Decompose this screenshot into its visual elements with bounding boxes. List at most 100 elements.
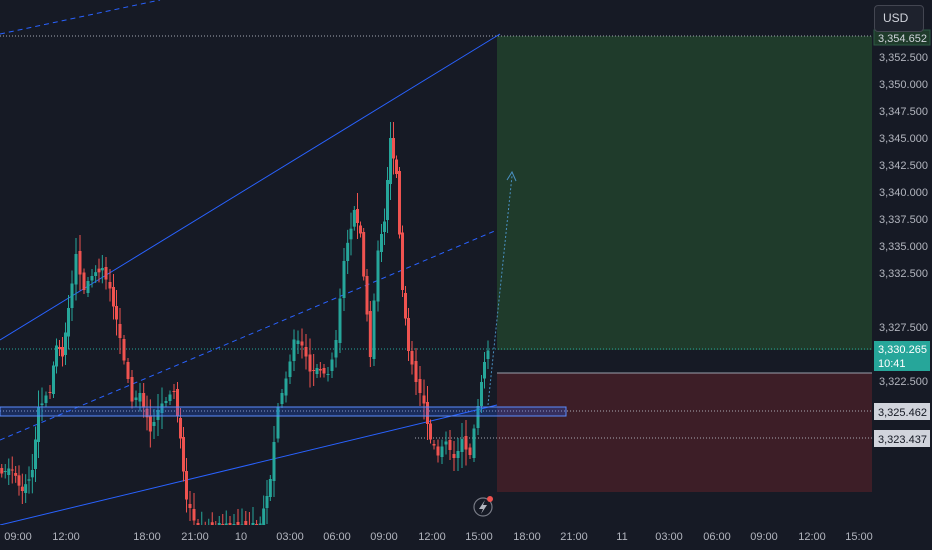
price-tick-label: 3,350.000 — [879, 79, 928, 91]
candle-body — [55, 345, 58, 367]
time-tick-label: 18:00 — [133, 531, 161, 543]
candle-body — [224, 523, 228, 525]
candle-body — [258, 523, 262, 525]
price-tag-top-text: 3,354.652 — [878, 33, 927, 45]
candle-body — [304, 347, 308, 357]
time-tick-label: 09:00 — [4, 531, 32, 543]
time-tick-label: 09:00 — [750, 531, 778, 543]
candle-body — [156, 410, 160, 420]
candle-body — [368, 311, 372, 357]
candle-body — [172, 391, 176, 392]
price-tag-level-1: 3,325.462 — [874, 403, 930, 420]
candle-body — [24, 484, 28, 493]
candle-body — [359, 225, 362, 234]
candle-body — [483, 362, 486, 379]
candle-body — [315, 368, 319, 374]
candle-body — [395, 159, 398, 174]
candle-body — [472, 428, 476, 458]
candle-body — [118, 324, 122, 338]
candle-body — [168, 394, 172, 401]
time-tick-label: 21:00 — [560, 531, 588, 543]
candle-body — [108, 282, 112, 289]
candle-body — [410, 351, 414, 365]
candle-body — [401, 232, 404, 290]
profit-zone[interactable] — [497, 36, 872, 350]
candle-body — [389, 138, 392, 184]
candle-body — [262, 508, 266, 525]
candle-body — [217, 523, 221, 525]
lightning-event-icon[interactable] — [473, 496, 493, 517]
price-axis-labels: 3,352.500 3,350.000 3,347.500 3,345.000 3,34… — [879, 52, 928, 442]
price-tick-label: 3,322.500 — [879, 376, 928, 388]
candle-body — [185, 471, 188, 500]
candle-body — [426, 402, 429, 424]
candle-body — [268, 479, 272, 497]
time-axis[interactable] — [0, 525, 872, 550]
candle-body — [126, 362, 130, 379]
price-tick-label: 3,327.500 — [879, 322, 928, 334]
time-tick-label: 12:00 — [52, 531, 80, 543]
candle-body — [10, 469, 14, 471]
candle-body — [300, 341, 304, 346]
candle-body — [407, 318, 410, 351]
candle-body — [486, 350, 490, 359]
candle-body — [456, 451, 460, 458]
price-tag-level-1-text: 3,325.462 — [878, 407, 927, 419]
candle-body — [464, 436, 468, 450]
candle-body — [346, 242, 350, 261]
candle-body — [122, 339, 126, 361]
candle-body — [448, 440, 452, 450]
candle-body — [414, 361, 418, 382]
candle-body — [138, 393, 142, 402]
candle-body — [312, 370, 316, 371]
candle-body — [17, 475, 21, 486]
candle-body — [251, 523, 255, 525]
candle-body — [334, 340, 338, 358]
candle-body — [20, 486, 24, 491]
candle-body — [115, 306, 118, 320]
support-zone-rect[interactable] — [0, 406, 567, 417]
candle-body — [145, 408, 149, 418]
candle-body — [392, 138, 395, 159]
candle-body — [134, 397, 138, 400]
candle-body — [14, 473, 18, 476]
time-tick-label: 06:00 — [703, 531, 731, 543]
candle-body — [182, 437, 185, 472]
candle-body — [265, 496, 269, 508]
price-tag-last: 3,330.265 10:41 — [874, 341, 930, 371]
candle-body — [104, 267, 108, 280]
candle-body — [308, 354, 312, 372]
candle-body — [160, 403, 164, 413]
candle-body — [192, 509, 196, 521]
candle-body — [3, 471, 7, 472]
price-tick-label: 3,332.500 — [879, 268, 928, 280]
candle-body — [429, 423, 432, 440]
channel-outer-line[interactable] — [0, 0, 161, 35]
loss-zone[interactable] — [497, 373, 872, 492]
candle-body — [386, 180, 389, 220]
candle-body — [376, 250, 380, 302]
price-tick-label: 3,337.500 — [879, 214, 928, 226]
time-tick-label: 03:00 — [276, 531, 304, 543]
candle-body — [292, 339, 296, 361]
candle-body — [40, 403, 44, 405]
candle-body — [7, 468, 11, 475]
candle-body — [422, 395, 426, 404]
candle-body — [196, 523, 200, 525]
price-tick-label: 3,342.500 — [879, 160, 928, 172]
candle-body — [164, 401, 168, 403]
channel-lower-line[interactable] — [0, 404, 498, 526]
candle-body — [48, 392, 52, 393]
candle-body — [0, 468, 4, 474]
candle-body — [460, 439, 464, 452]
currency-button[interactable]: USD — [874, 5, 924, 32]
candle-body — [318, 369, 322, 371]
candle-body — [356, 209, 359, 223]
candle-body — [418, 379, 422, 393]
candle-body — [94, 272, 98, 276]
candle-body — [280, 393, 284, 404]
time-tick-label: 15:00 — [465, 531, 493, 543]
candle-body — [67, 308, 70, 337]
price-axis[interactable] — [872, 0, 932, 550]
